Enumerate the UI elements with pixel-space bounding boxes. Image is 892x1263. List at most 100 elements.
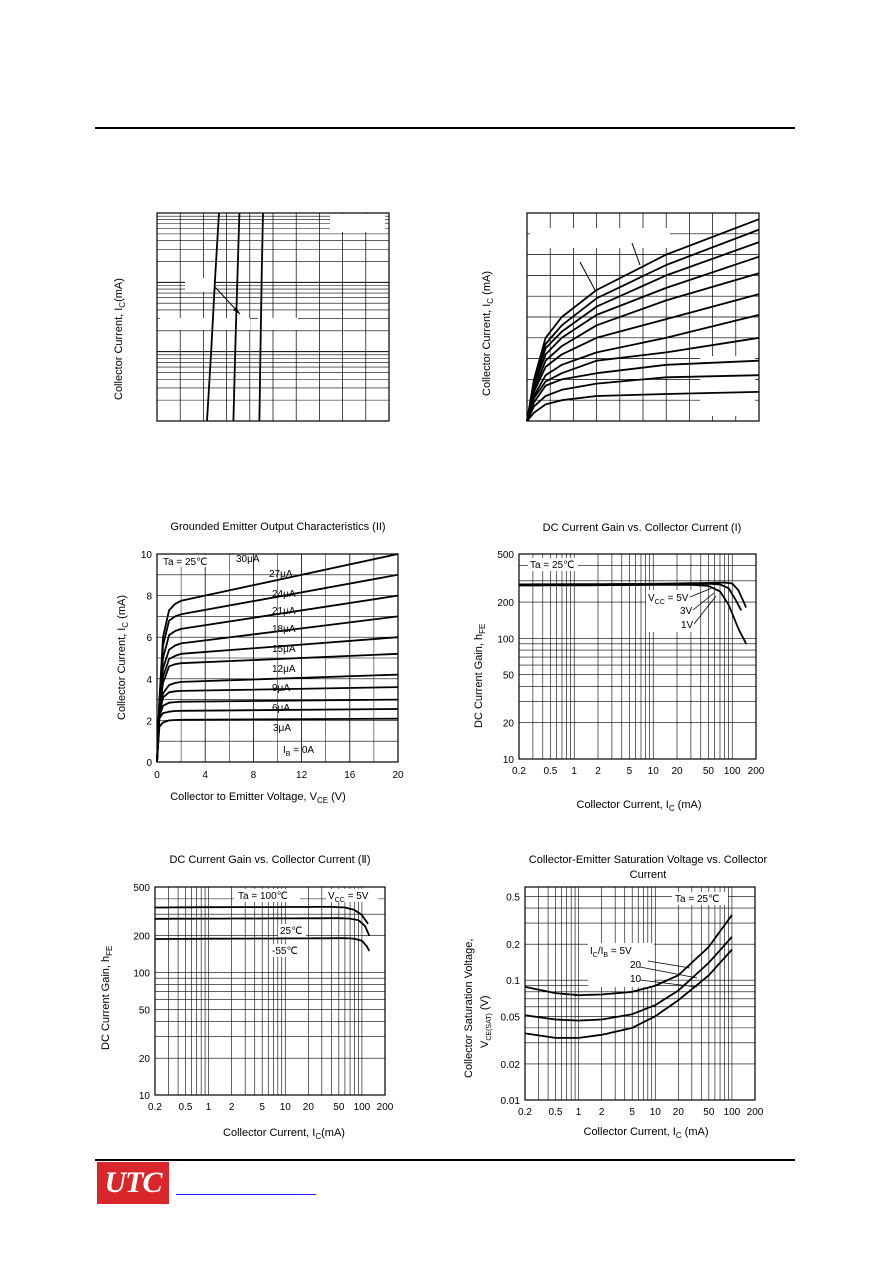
c3-xtick: 12	[296, 770, 308, 781]
c4-ta-mask	[528, 558, 578, 571]
c3-ta-mask	[161, 555, 213, 567]
c4-xtick: 1	[571, 766, 577, 777]
c5-mask	[326, 889, 378, 902]
c4-xtick: 10	[648, 766, 660, 777]
c6-20-label: 20	[630, 960, 642, 971]
c4-1v-label: 1V	[681, 620, 694, 631]
c6-leader	[639, 979, 698, 988]
c3-xlabel: Collector to Emitter Voltage, VCE (V)	[170, 791, 346, 805]
c4-ylabel: DC Current Gain, hFE	[473, 624, 487, 728]
c4-xtick: 200	[748, 766, 765, 777]
c3-series-label: 21μA	[272, 606, 296, 617]
c4-title: DC Current Gain vs. Collector Current (I…	[543, 522, 742, 534]
c4-xtick: 2	[595, 766, 601, 777]
c5-xlabel: Collector Current, IC(mA)	[223, 1127, 345, 1141]
c6-mask	[672, 892, 728, 905]
c4-leader	[693, 595, 717, 625]
c5-ylabel: DC Current Gain, hFE	[100, 946, 114, 1050]
c3-series-label: 24μA	[272, 589, 296, 600]
c4-ytick: 500	[497, 550, 514, 561]
c5-series-line	[155, 937, 371, 952]
c4-3v-label: 3V	[680, 606, 693, 617]
c2-curve	[526, 314, 760, 422]
c5-mask	[234, 889, 300, 902]
c3-ytick: 0	[146, 758, 152, 769]
c2-label-mask	[700, 356, 755, 416]
c5-xtick: 5	[259, 1102, 265, 1113]
c5-xtick: 0.5	[179, 1102, 193, 1113]
c3-ytick: 6	[146, 633, 152, 644]
c4-xtick: 0.5	[543, 766, 557, 777]
c6-ytick: 0.02	[501, 1060, 521, 1071]
c5-ytick: 20	[139, 1054, 151, 1065]
c2-arrow-line	[579, 261, 596, 291]
website-link-underline[interactable]	[176, 1194, 316, 1195]
c1-curve	[232, 212, 241, 422]
c6-ylabel-line1: Collector Saturation Voltage,	[463, 939, 475, 1078]
c3-series-line	[156, 708, 399, 763]
c1-label-mask	[258, 318, 298, 330]
c5-xtick: 200	[377, 1102, 394, 1113]
c1-ylabel: Collector Current, IC(mA)	[113, 278, 127, 400]
c5-ytick: 500	[133, 883, 150, 894]
c5-series-line	[155, 906, 369, 925]
c2-ylabel: Collector Current, IC (mA)	[481, 271, 495, 396]
c4-xtick: 50	[703, 766, 715, 777]
c6-series-line	[524, 949, 733, 1039]
c4-leader	[689, 587, 713, 598]
c3-series-label: 6μA	[272, 703, 290, 714]
c6-mask	[588, 943, 654, 987]
c5-xtick: 10	[280, 1102, 292, 1113]
c3-series-label: 27μA	[269, 569, 293, 580]
c3-xtick: 4	[202, 770, 208, 781]
c3-series-label: 3μA	[273, 723, 291, 734]
c3-frame	[156, 553, 399, 763]
c4-ytick: 100	[497, 634, 514, 645]
c6-leader	[647, 960, 691, 969]
c3-title: Grounded Emitter Output Characteristics …	[170, 521, 385, 533]
c5-xtick: 100	[354, 1102, 371, 1113]
c4-xtick: 100	[724, 766, 741, 777]
c3-series-label: 12μA	[272, 664, 296, 675]
c6-frame	[524, 886, 756, 1101]
c3-series-label: 15μA	[272, 644, 296, 655]
c5-vcc-label: VCC = 5V	[328, 891, 369, 904]
c2-label-mask	[530, 228, 670, 248]
c6-xtick: 20	[673, 1107, 685, 1118]
c5-ytick: 100	[133, 969, 150, 980]
c4-ytick: 20	[503, 719, 515, 730]
c4-ytick: 50	[503, 671, 515, 682]
c5-series-line	[155, 917, 371, 937]
c6-title-line2: Current	[630, 869, 667, 881]
c6-series-line	[524, 914, 733, 997]
c5-ytick: 10	[139, 1091, 151, 1102]
c6-xtick: 2	[599, 1107, 605, 1118]
utc-logo-text: UTC	[104, 1166, 163, 1199]
c4-xtick: 20	[671, 766, 683, 777]
c4-xtick: 5	[627, 766, 633, 777]
c5-ta25-label: 25℃	[280, 926, 302, 937]
c6-xtick: 200	[747, 1107, 764, 1118]
header-rule	[95, 127, 795, 129]
c6-ratio-label: IC/IB = 5V	[590, 946, 632, 959]
c5-tam55-label: -55℃	[272, 946, 298, 957]
c3-xtick: 0	[154, 770, 160, 781]
c5-mask	[278, 924, 306, 937]
c3-series-line	[156, 698, 399, 763]
c6-ylabel-line2: VCE(SAT) (V)	[479, 995, 493, 1048]
c6-xtick: 0.5	[549, 1107, 563, 1118]
c6-xtick: 1	[576, 1107, 582, 1118]
c2-curve	[526, 336, 760, 422]
c6-10-label: 10	[630, 974, 642, 985]
c3-ylabel: Collector Current, IC (mA)	[116, 595, 130, 720]
c4-xtick: 0.2	[512, 766, 526, 777]
c3-xtick: 16	[344, 770, 356, 781]
footer-rule	[95, 1159, 795, 1161]
c1-arrow-head	[233, 307, 240, 314]
c4-xlabel: Collector Current, IC (mA)	[577, 799, 702, 813]
c6-ytick: 0.05	[501, 1012, 521, 1023]
c5-ytick: 50	[139, 1005, 151, 1016]
